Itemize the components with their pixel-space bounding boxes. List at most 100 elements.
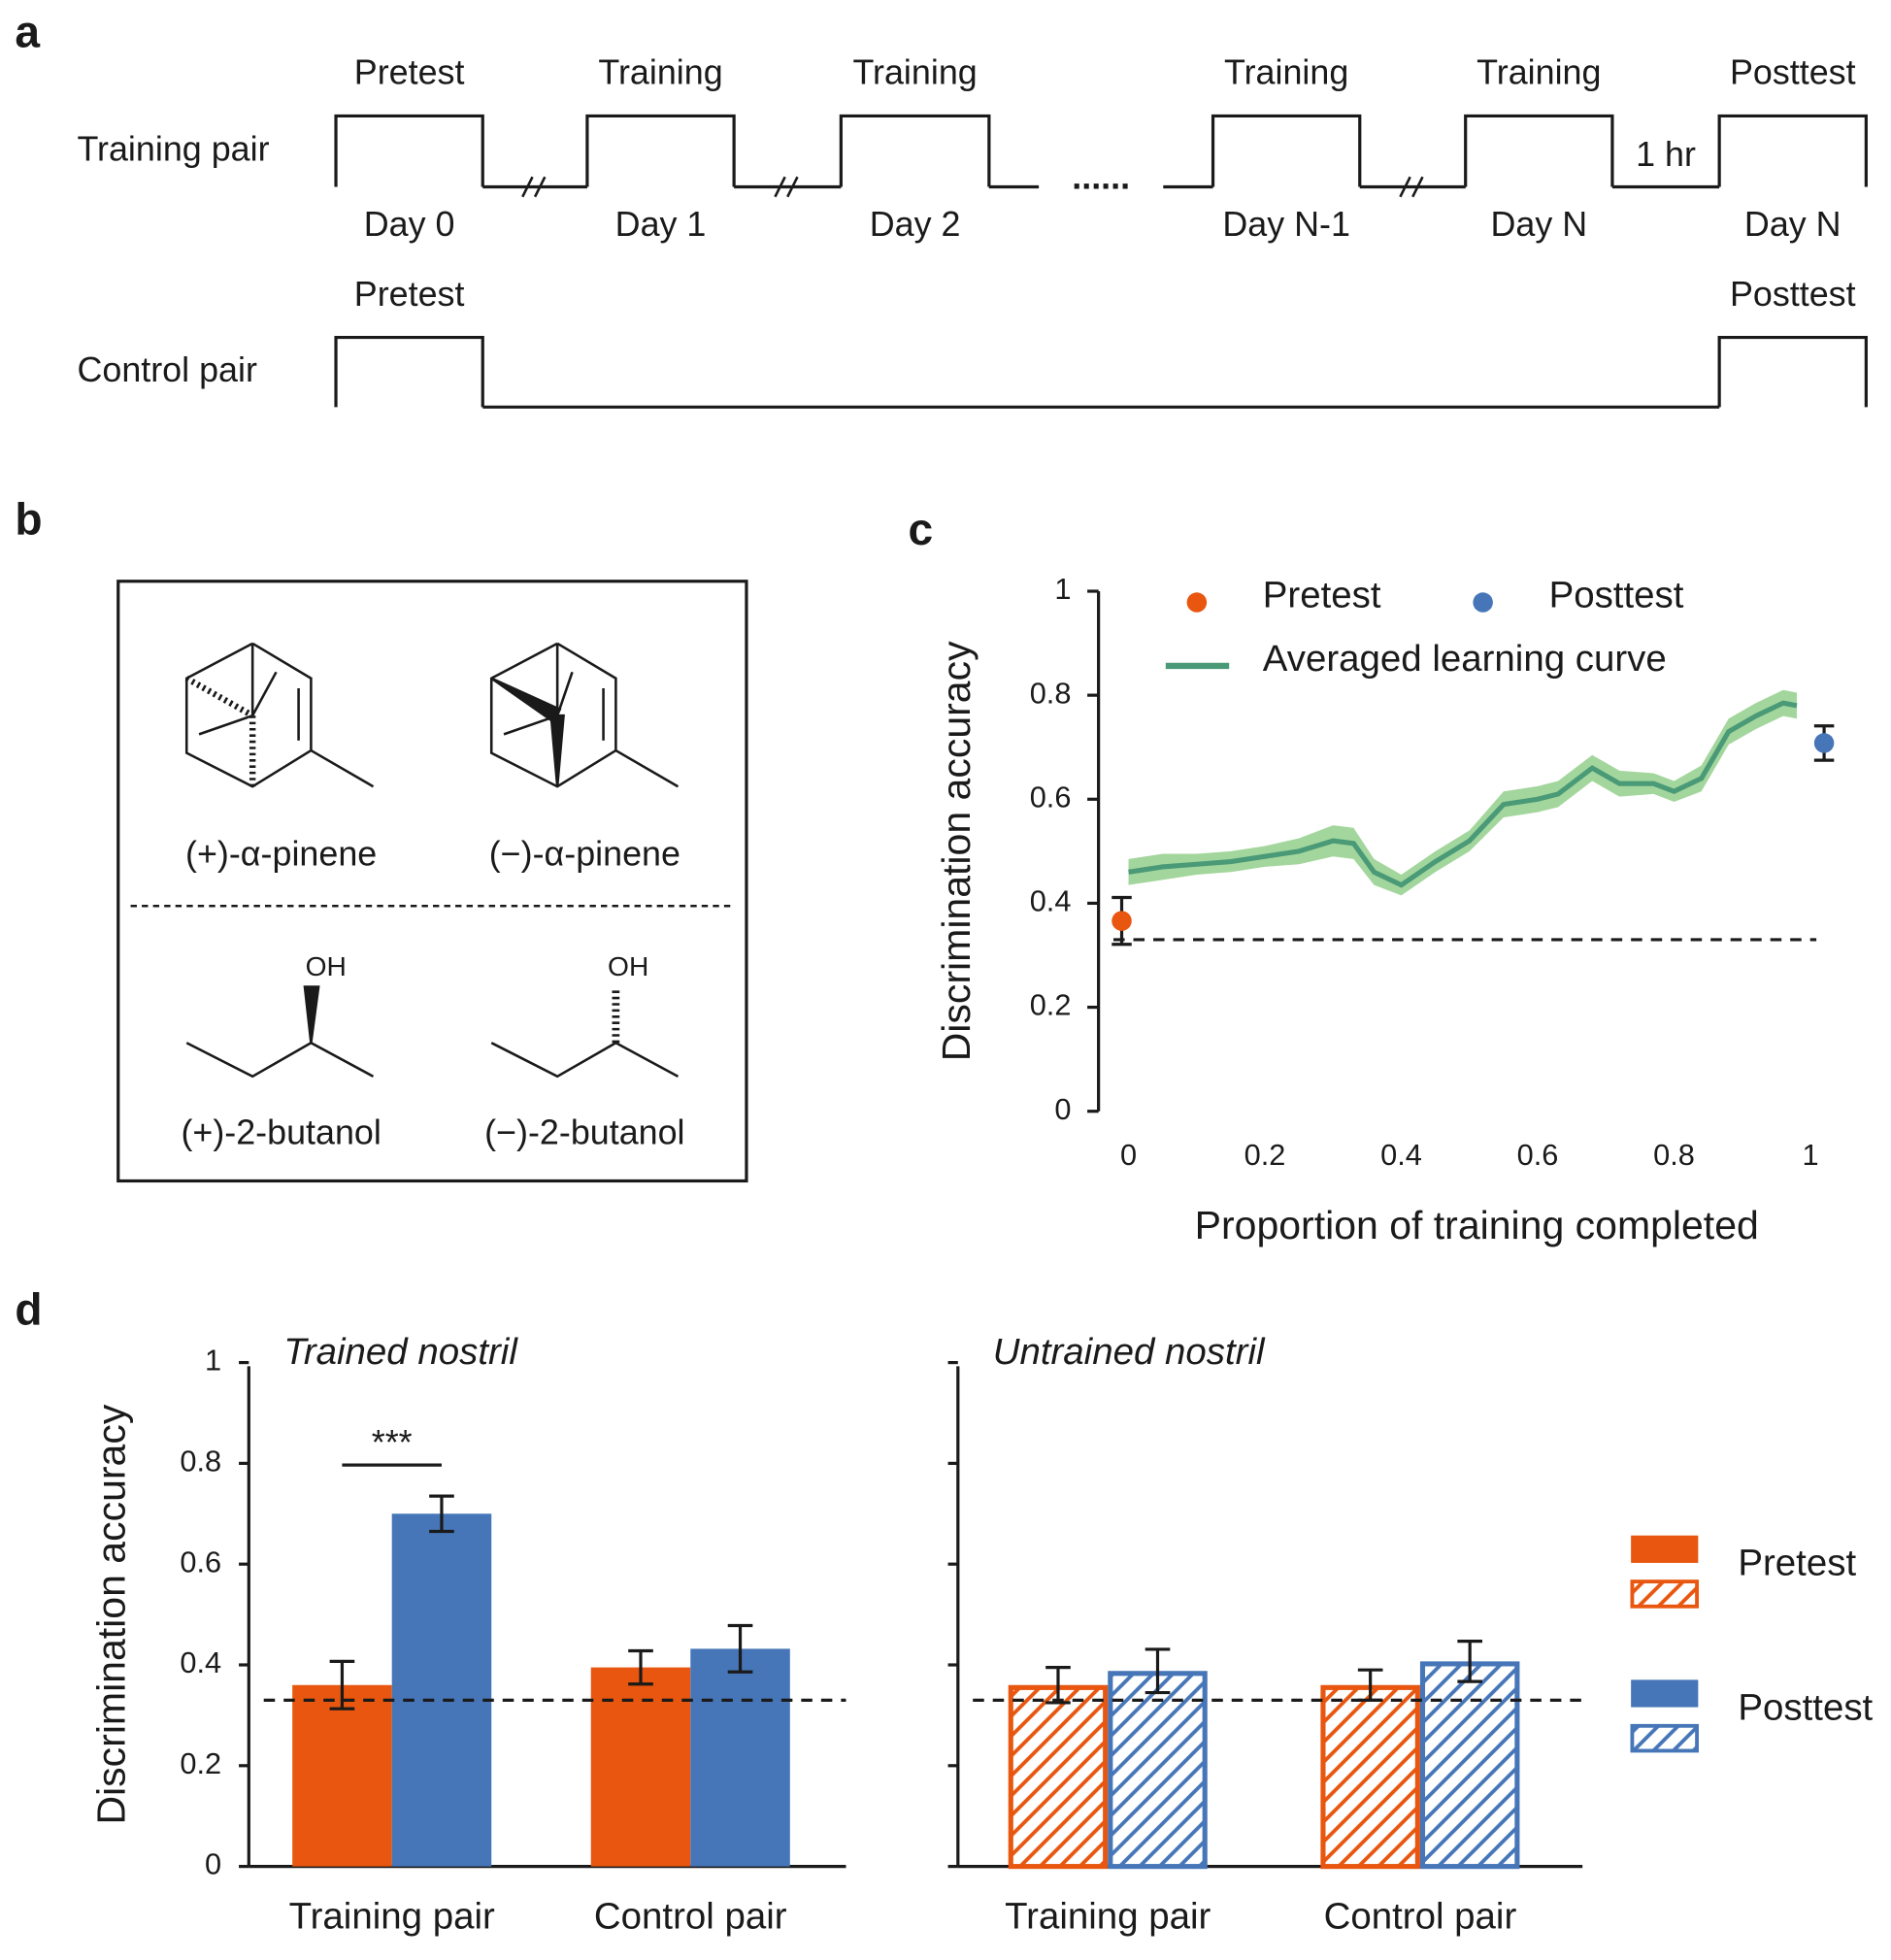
atom-label: OH: [608, 950, 648, 981]
molecule-structure: [490, 989, 680, 1079]
day-label: Day N: [1490, 205, 1587, 244]
atom-label: OH: [306, 950, 347, 981]
x-tick-label: 1: [1802, 1138, 1818, 1172]
panel-label: a: [15, 6, 40, 56]
break-mark: [521, 176, 534, 198]
molecule-name: (+)-2-butanol: [181, 1113, 381, 1152]
x-tick-label: 0.6: [1517, 1138, 1559, 1172]
y-tick-label: 0.6: [180, 1545, 221, 1578]
x-tick-label: 0.2: [1244, 1138, 1286, 1172]
x-tick-label: Training pair: [1005, 1896, 1211, 1938]
bar: [590, 1667, 691, 1867]
x-tick-label: 0.8: [1653, 1138, 1695, 1172]
molecule-name: (+)-α-pinene: [185, 834, 377, 873]
y-tick-label: 0: [205, 1847, 221, 1881]
legend-swatch: [1630, 1723, 1699, 1753]
session-label: Training: [1476, 53, 1601, 92]
significance-label: ***: [372, 1423, 413, 1462]
y-axis-label: Discrimination accuracy: [89, 1404, 134, 1824]
panel-title: Untrained nostril: [993, 1331, 1266, 1373]
day-label: Day 0: [364, 205, 455, 244]
session-pulse: [585, 114, 736, 187]
panel-label: b: [15, 494, 42, 545]
learning-curve: [1128, 700, 1798, 888]
day-label: Day N-1: [1222, 205, 1350, 244]
session-pulse: [1717, 114, 1868, 187]
molecule-name: (−)-2-butanol: [484, 1113, 684, 1152]
break-mark: [786, 176, 799, 198]
y-tick-label: 1: [205, 1344, 221, 1378]
bar: [1320, 1684, 1420, 1870]
x-axis-label: Proportion of training completed: [1195, 1203, 1759, 1247]
legend-label: Pretest: [1263, 575, 1381, 616]
x-tick-label: 0: [1120, 1138, 1137, 1172]
molecule-structure: [184, 642, 375, 788]
legend-label: Posttest: [1549, 575, 1684, 616]
session-pulse: [1211, 114, 1362, 187]
bar: [1419, 1661, 1520, 1870]
session-label: Training: [598, 53, 722, 92]
y-tick-label: 0.4: [1030, 884, 1072, 918]
session-pulse: [334, 114, 484, 187]
legend-label: Pretest: [1738, 1543, 1856, 1584]
session-label: Pretest: [354, 275, 465, 314]
bar: [292, 1684, 392, 1867]
panel-title: Trained nostril: [283, 1331, 518, 1373]
y-tick-label: 0.8: [1030, 676, 1072, 710]
break-mark: [1399, 176, 1411, 198]
panel-label: c: [909, 504, 934, 554]
session-pulse: [1464, 114, 1614, 187]
x-tick-label: 0.4: [1380, 1138, 1422, 1172]
legend-swatch: [1631, 1679, 1699, 1708]
molecule-name: (−)-α-pinene: [489, 834, 680, 873]
break-mark: [533, 176, 547, 198]
bar: [690, 1648, 790, 1867]
x-tick-label: Control pair: [1324, 1896, 1517, 1938]
legend-swatch: [1186, 592, 1208, 613]
y-tick-label: 0.4: [180, 1645, 221, 1679]
break-mark: [774, 176, 786, 198]
session-label: Posttest: [1730, 275, 1856, 314]
legend-label: Posttest: [1738, 1686, 1873, 1728]
y-tick-label: 0: [1054, 1092, 1071, 1126]
session-pulse: [839, 114, 991, 187]
legend-swatch: [1630, 1579, 1699, 1609]
x-tick-label: Control pair: [594, 1896, 787, 1938]
bar: [1008, 1684, 1109, 1870]
day-label: Day 2: [870, 205, 961, 244]
y-axis-label: Discrimination accuracy: [934, 641, 979, 1061]
legend-swatch: [1473, 592, 1493, 613]
x-tick-label: Training pair: [289, 1896, 495, 1938]
panel-frame: [116, 580, 748, 1183]
session-label: Pretest: [354, 53, 465, 92]
y-tick-label: 0.2: [180, 1746, 221, 1780]
break-mark: [1411, 176, 1424, 198]
row-label: Training pair: [77, 129, 269, 168]
day-label: Day N: [1744, 205, 1841, 244]
y-tick-label: 0.8: [180, 1445, 221, 1478]
y-tick-label: 0.6: [1030, 780, 1072, 814]
data-point: [1813, 733, 1835, 753]
bar: [391, 1513, 492, 1867]
legend-label: Averaged learning curve: [1263, 638, 1667, 680]
y-tick-label: 1: [1054, 572, 1071, 606]
molecule-structure: [185, 985, 375, 1079]
legend-swatch: [1631, 1535, 1699, 1563]
molecule-structure: [489, 642, 680, 788]
molecules-panel: (+)-α-pinene (−)-α-pinene (+)-2-butanol …: [116, 580, 748, 1183]
gap-label: 1 hr: [1636, 135, 1696, 174]
session-pulse: [334, 335, 484, 408]
error-band: [1128, 689, 1797, 896]
row-label: Control pair: [77, 350, 256, 389]
session-label: Posttest: [1730, 53, 1856, 92]
day-label: Day 1: [615, 205, 707, 244]
session-pulse: [1717, 335, 1868, 408]
session-label: Training: [1224, 53, 1348, 92]
y-tick-label: 0.2: [1030, 988, 1072, 1022]
panel-label: d: [15, 1284, 42, 1335]
data-point: [1111, 911, 1132, 931]
session-label: Training: [852, 53, 977, 92]
ellipsis: ......: [1072, 157, 1130, 196]
bar: [1108, 1671, 1208, 1870]
